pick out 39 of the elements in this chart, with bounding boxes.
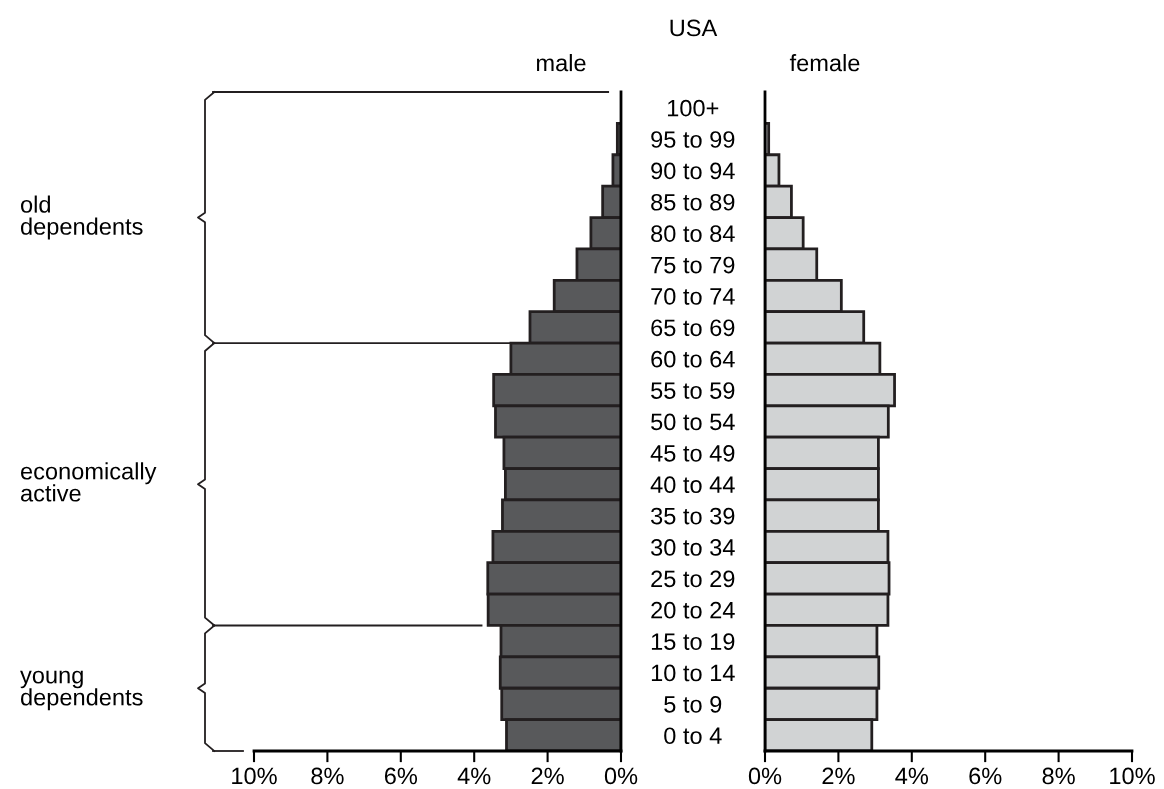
x-tick-label: 0%: [604, 767, 638, 785]
y-tick-label: 70 to 74: [651, 288, 735, 305]
y-tick-label: 90 to 94: [651, 162, 735, 180]
x-tick-label: 6%: [969, 767, 1002, 785]
text: economically active: [21, 462, 157, 502]
x-tick-label: 0%: [748, 767, 782, 785]
y-tick-label: 80 to 84: [651, 225, 735, 242]
text: old dependents: [20, 195, 143, 240]
y-tick-label: 45 to 49: [650, 444, 735, 462]
y-tick-label: 55 to 59: [651, 382, 735, 399]
x-tick-label: 8%: [311, 767, 344, 785]
x-tick-label: 6%: [384, 767, 418, 785]
x-tick-label: 4%: [457, 767, 491, 785]
x-tick-label: 10%: [232, 767, 277, 785]
y-tick-label: 50 to 54: [651, 413, 735, 431]
y-tick-label: 0 to 4: [664, 727, 722, 745]
text: young dependents: [20, 670, 143, 711]
y-tick-label: 20 to 24: [651, 601, 735, 619]
y-tick-label: 60 to 64: [651, 350, 735, 368]
y-tick-label: 15 to 19: [651, 633, 735, 650]
y-tick-label: 5 to 9: [664, 696, 722, 713]
y-tick-label: 25 to 29: [651, 570, 735, 588]
x-tick-label: 2%: [822, 767, 855, 785]
x-tick-label: 8%: [1042, 767, 1075, 785]
y-tick-label: 30 to 34: [651, 539, 735, 556]
y-tick-label: 40 to 44: [650, 476, 735, 494]
y-tick-label: 35 to 39: [651, 507, 735, 525]
y-tick-label: 85 to 89: [651, 193, 735, 211]
y-tick-label: 75 to 79: [651, 256, 735, 274]
x-tick-label: 4%: [895, 767, 929, 785]
text: USA: [670, 19, 718, 37]
y-tick-label: 95 to 99: [651, 131, 735, 148]
x-tick-label: 10%: [1110, 767, 1155, 785]
y-tick-label: 65 to 69: [651, 319, 735, 337]
text: male: [536, 54, 586, 72]
text: female: [789, 54, 860, 72]
y-tick-label: 100+: [667, 99, 719, 117]
y-tick-label: 10 to 14: [651, 664, 735, 682]
x-tick-label: 2%: [531, 767, 564, 785]
